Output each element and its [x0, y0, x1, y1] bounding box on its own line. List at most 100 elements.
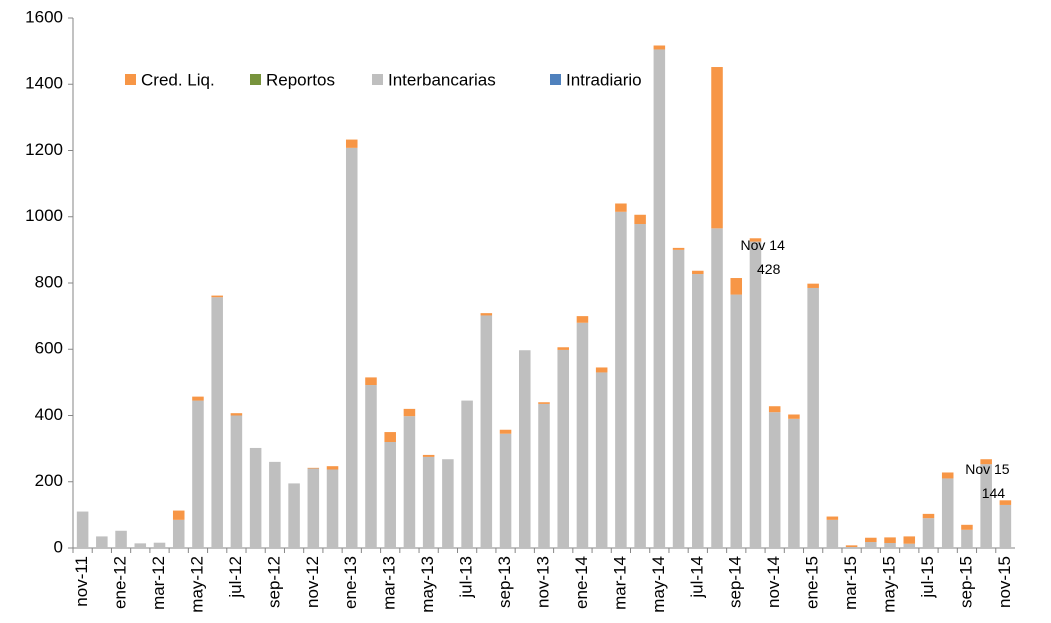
bar-segment [865, 537, 877, 543]
bar-segment [422, 456, 435, 548]
bar-segment [230, 413, 243, 416]
x-tick-label: ene-14 [572, 556, 591, 609]
x-tick-label: may-13 [418, 556, 437, 613]
y-tick-label: 200 [35, 471, 63, 490]
bar-segment [519, 350, 531, 548]
bar-segment [76, 511, 89, 548]
bar-segment [980, 464, 992, 548]
x-tick-label: nov-15 [995, 556, 1014, 608]
x-tick-label: jul-13 [457, 556, 476, 599]
x-tick-label: nov-14 [764, 556, 783, 608]
bar-segment [711, 67, 723, 229]
bar-segment [615, 211, 627, 548]
bar-segment [672, 249, 685, 548]
legend-label: Reportos [266, 70, 335, 89]
bar-segment [403, 408, 416, 417]
x-tick-label: may-15 [880, 556, 899, 613]
x-tick-label: mar-13 [380, 556, 399, 610]
bar-segment [230, 415, 243, 548]
bar-segment [845, 545, 858, 548]
bar-segment [538, 402, 550, 404]
x-tick-label: ene-15 [803, 556, 822, 609]
bar-segment [826, 519, 839, 548]
bar-segment [788, 414, 800, 419]
bar-segment [980, 459, 992, 465]
bar-segment [134, 543, 147, 548]
bar-segment [595, 367, 608, 373]
bar-segment [865, 542, 877, 548]
bar-segment [345, 147, 358, 548]
bar-segment [365, 377, 377, 386]
x-tick-label: mar-14 [610, 556, 629, 610]
bar-segment [634, 214, 646, 225]
bar-segment [211, 297, 223, 548]
bar-segment [480, 313, 493, 316]
legend-label: Interbancarias [388, 70, 496, 89]
x-tick-label: nov-12 [303, 556, 322, 608]
bar-segment [768, 412, 781, 548]
x-tick-label: sep-14 [726, 556, 745, 608]
bar-segment [692, 274, 704, 548]
legend-swatch [372, 74, 383, 85]
y-tick-label: 0 [54, 537, 63, 556]
bar-segment [768, 406, 781, 413]
x-tick-label: nov-13 [533, 556, 552, 608]
bar-segment [788, 418, 800, 548]
legend-swatch [550, 74, 561, 85]
x-tick-label: sep-15 [956, 556, 975, 608]
bar-segment [557, 347, 569, 350]
y-tick-label: 400 [35, 405, 63, 424]
bar-segment [576, 322, 589, 548]
x-tick-label: sep-13 [495, 556, 514, 608]
bar-segment [538, 403, 550, 548]
annotation-value: 428 [757, 261, 781, 277]
bar-segment [307, 467, 320, 469]
bar-segment [941, 472, 954, 479]
bar-segment [115, 530, 127, 548]
bar-segment [653, 49, 666, 548]
bar-segment [595, 372, 608, 548]
bar-segment [499, 429, 512, 434]
bar-segment [422, 454, 435, 457]
bar-segment [172, 519, 185, 548]
x-tick-label: may-12 [187, 556, 206, 613]
bar-segment [172, 510, 185, 520]
legend-swatch [125, 74, 136, 85]
bar-segment [384, 432, 396, 442]
bar-segment [192, 400, 204, 548]
legend-swatch [250, 74, 261, 85]
x-tick-label: mar-15 [841, 556, 860, 610]
bar-segment [999, 504, 1012, 548]
bar-segment [903, 536, 916, 544]
bar-segment [807, 283, 819, 288]
bar-segment [307, 468, 320, 548]
y-tick-label: 800 [35, 272, 63, 291]
y-tick-label: 600 [35, 339, 63, 358]
bar-segment [192, 396, 204, 401]
bar-segment [711, 228, 723, 548]
bar-segment [961, 524, 973, 530]
bar-segment [730, 278, 743, 295]
bar-segment [922, 513, 935, 519]
bar-segment [941, 478, 954, 548]
bar-segment [634, 224, 646, 548]
x-tick-label: nov-11 [72, 556, 91, 607]
bar-segment [326, 469, 339, 548]
bar-segment [730, 294, 743, 548]
bar-segment [903, 543, 916, 548]
bar-segment [884, 543, 896, 548]
bar-segment [749, 238, 762, 242]
annotation-label: Nov 15 [965, 461, 1010, 477]
bar-segment [557, 349, 569, 548]
y-tick-label: 1400 [25, 74, 63, 93]
bar-segment [288, 483, 300, 548]
bar-segment [692, 270, 704, 275]
x-tick-label: may-14 [649, 556, 668, 613]
bar-segment [403, 416, 416, 548]
y-tick-label: 1000 [25, 206, 63, 225]
bar-segment [749, 241, 762, 548]
bar-segment [249, 447, 262, 548]
bar-segment [845, 547, 858, 548]
bar-segment [615, 203, 627, 212]
